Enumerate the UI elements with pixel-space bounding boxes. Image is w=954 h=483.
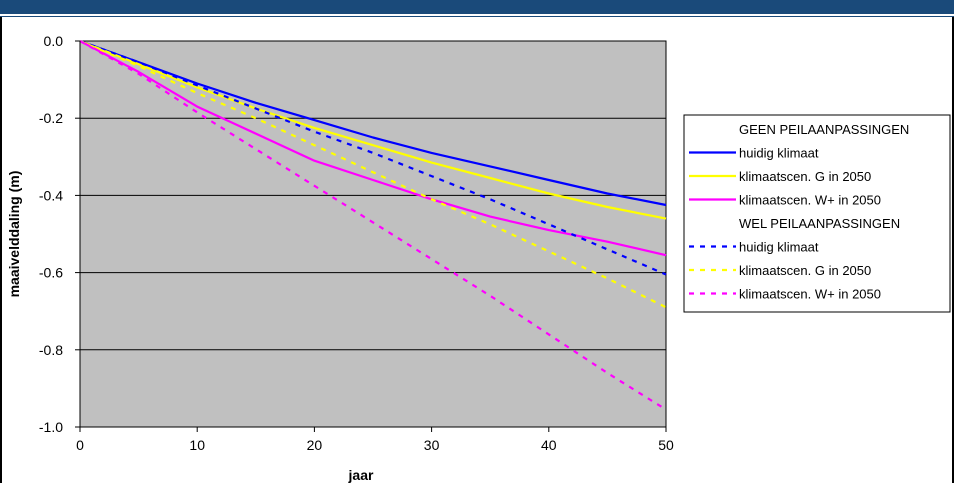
frame-left-border — [0, 17, 2, 483]
legend-entry: klimaatscen. W+ in 2050 — [739, 193, 881, 208]
legend-entry: klimaatscen. W+ in 2050 — [739, 287, 881, 302]
x-tick-label: 0 — [76, 437, 84, 453]
x-tick-label: 30 — [424, 437, 440, 453]
x-tick-label: 50 — [658, 437, 674, 453]
legend-entry: klimaatscen. G in 2050 — [739, 263, 871, 278]
y-axis: 0.0 -0.2 -0.4 -0.6 -0.8 -1.0 — [39, 33, 81, 435]
series-line-2 — [79, 39, 667, 220]
series-line-1 — [79, 39, 667, 207]
legend-entry: huidig klimaat — [739, 240, 819, 255]
x-axis: 0 10 20 30 40 50 — [76, 426, 674, 453]
series-line-5 — [79, 39, 667, 309]
x-tick-label: 20 — [307, 437, 323, 453]
series-line-3 — [79, 40, 667, 257]
frame-right-border — [952, 17, 954, 483]
x-tick-label: 10 — [189, 437, 205, 453]
series-lines — [79, 39, 667, 411]
x-tick-label: 40 — [541, 437, 557, 453]
legend-box — [683, 114, 951, 313]
plot-area — [80, 41, 666, 427]
series-line-6 — [79, 40, 667, 411]
legend-group-header: WEL PEILAANPASSINGEN — [739, 216, 900, 231]
x-axis-title: jaar — [348, 467, 374, 483]
legend-entry: huidig klimaat — [739, 146, 819, 161]
legend-entry: klimaatscen. G in 2050 — [739, 169, 871, 184]
y-tick-label: -0.4 — [39, 187, 63, 203]
y-tick-label: -1.0 — [39, 419, 63, 435]
title-bar-separator — [0, 14, 954, 16]
y-tick-label: -0.2 — [39, 110, 63, 126]
y-axis-title: maaivelddaling (m) — [6, 171, 22, 298]
y-tick-label: -0.6 — [39, 265, 63, 281]
title-bar-band — [0, 0, 954, 14]
title-bar-underline — [0, 16, 954, 17]
y-tick-label: 0.0 — [44, 33, 64, 49]
legend: GEEN PEILAANPASSINGEN huidig klimaat klima… — [683, 114, 951, 313]
y-tick-label: -0.8 — [39, 342, 63, 358]
legend-group-header: GEEN PEILAANPASSINGEN — [739, 122, 909, 137]
